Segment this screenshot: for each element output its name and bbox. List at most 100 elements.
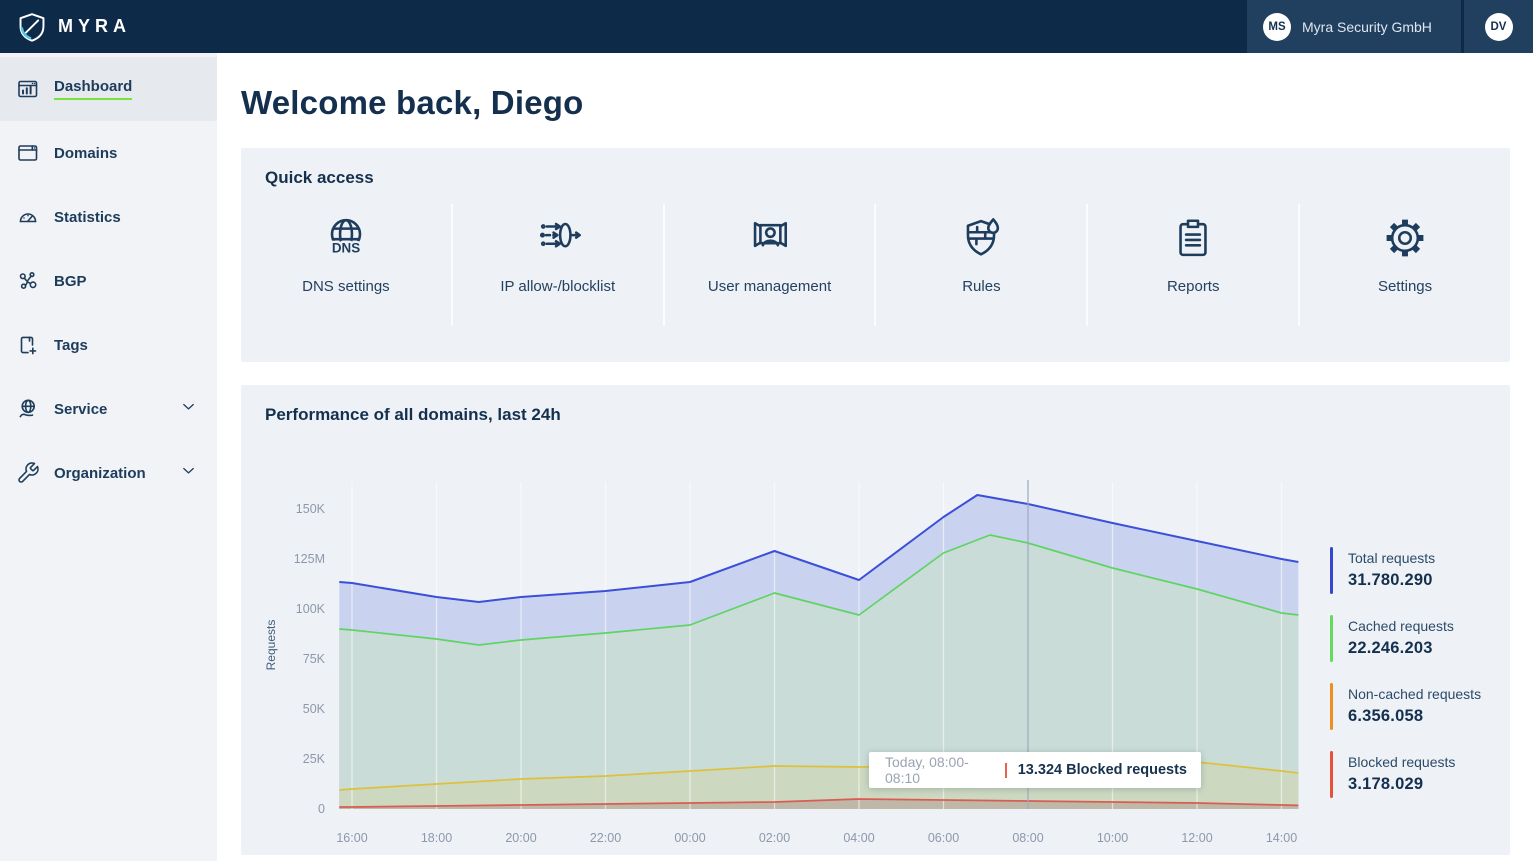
performance-card: Performance of all domains, last 24h 16:…: [241, 385, 1510, 855]
organization-avatar: MS: [1263, 12, 1291, 41]
expand-toggle[interactable]: [179, 461, 198, 485]
tooltip-divider: [1004, 762, 1007, 778]
legend-label: Cached requests: [1348, 618, 1454, 634]
chart-lines: [339, 494, 1299, 808]
sidebar-item-organization[interactable]: Organization: [0, 441, 217, 505]
tooltip-value: 13.324 Blocked requests: [1017, 762, 1187, 778]
legend-value: 22.246.203: [1348, 639, 1433, 657]
y-tick-label: 150K: [296, 502, 326, 516]
legend-label: Blocked requests: [1348, 754, 1456, 770]
chevron-down-icon: [183, 403, 194, 410]
quick-access-settings[interactable]: Settings: [1300, 204, 1510, 326]
quick-access-label: Rules: [962, 278, 1001, 295]
y-tick-label: 25K: [303, 752, 326, 766]
quick-access-title: Quick access: [265, 168, 374, 187]
tags-icon: [20, 336, 37, 355]
line-cached-requests: [339, 534, 1299, 646]
legend-color-bar: [1330, 615, 1333, 662]
legend-value: 31.780.290: [1348, 571, 1433, 589]
chart-axes: 16:00 18:00 20:00 22:00 00:00 02:00 04:00 06:00…: [264, 502, 1297, 845]
sidebar-item-dashboard[interactable]: Dashboard: [0, 57, 217, 121]
dns-icon: DNS: [329, 218, 362, 258]
quick-access-row: DNS DNS settings IP allow-/blocklist User m…: [241, 204, 1510, 326]
x-tick-label: 10:00: [1097, 831, 1128, 845]
organization-switcher[interactable]: MS Myra Security GmbH: [1247, 0, 1461, 53]
reports-icon: [1179, 219, 1207, 257]
quick-access-user-management[interactable]: User management: [665, 204, 877, 326]
organization-name: Myra Security GmbH: [1302, 18, 1432, 35]
brand[interactable]: MYRA: [0, 0, 131, 53]
service-icon: [19, 399, 35, 418]
user-menu[interactable]: DV: [1464, 0, 1533, 53]
quick-access-reports[interactable]: Reports: [1088, 204, 1301, 326]
user-avatar: DV: [1484, 12, 1513, 41]
y-tick-label: 0: [318, 802, 325, 816]
y-tick-label: 100K: [296, 602, 326, 616]
quick-access-rules[interactable]: Rules: [876, 204, 1089, 326]
myra-logo-icon: [19, 12, 45, 42]
x-tick-label: 12:00: [1181, 831, 1212, 845]
x-tick-label: 16:00: [336, 831, 367, 845]
organization-icon: [18, 462, 39, 483]
legend-label: Non-cached requests: [1348, 686, 1482, 702]
user-management-icon: [753, 221, 787, 248]
sidebar-item-label: Domains: [54, 144, 118, 162]
quick-access-label: User management: [707, 278, 832, 295]
quick-access-label: DNS settings: [302, 278, 390, 295]
main-content: Welcome back, Diego Quick access DNS DNS …: [217, 53, 1533, 861]
line-total-requests: [339, 494, 1299, 603]
legend-color-bar: [1330, 751, 1333, 798]
sidebar: Dashboard Domains Statistics BGP Tags Service…: [0, 53, 217, 861]
sidebar-item-label: Statistics: [54, 208, 121, 226]
chevron-down-icon: [183, 467, 194, 474]
topbar: MYRA MS Myra Security GmbH DV: [0, 0, 1533, 53]
y-axis-title: Requests: [264, 620, 278, 671]
x-tick-label: 06:00: [928, 831, 959, 845]
sidebar-item-bgp[interactable]: BGP: [0, 249, 217, 313]
settings-icon: [1386, 219, 1424, 257]
brand-name: MYRA: [58, 16, 131, 36]
y-tick-label: 125M: [294, 552, 325, 566]
quick-access-icon-box: [747, 204, 793, 272]
legend-item-non-cached-requests: Non-cached requests 6.356.058: [1330, 683, 1481, 730]
sidebar-item-label: Service: [54, 400, 108, 418]
legend-item-total-requests: Total requests 31.780.290: [1330, 547, 1481, 594]
quick-access-label: Reports: [1166, 278, 1220, 295]
svg-text:DNS: DNS: [332, 241, 360, 256]
x-tick-label: 02:00: [759, 831, 790, 845]
performance-title: Performance of all domains, last 24h: [265, 405, 561, 424]
legend-item-cached-requests: Cached requests 22.246.203: [1330, 615, 1481, 662]
page-title: Welcome back, Diego: [241, 84, 584, 121]
x-tick-label: 20:00: [505, 831, 536, 845]
sidebar-item-domains[interactable]: Domains: [0, 121, 217, 185]
quick-access-icon-box: [1170, 204, 1216, 272]
legend-value: 6.356.058: [1348, 707, 1424, 725]
sidebar-item-service[interactable]: Service: [0, 377, 217, 441]
sidebar-item-tags[interactable]: Tags: [0, 313, 217, 377]
legend-label: Total requests: [1348, 550, 1436, 566]
quick-access-dns-settings[interactable]: DNS DNS settings: [241, 204, 453, 326]
quick-access-icon-box: DNS: [323, 204, 369, 272]
legend-item-blocked-requests: Blocked requests 3.178.029: [1330, 751, 1481, 798]
x-tick-label: 00:00: [674, 831, 705, 845]
expand-toggle[interactable]: [179, 397, 198, 421]
quick-access-icon-box: [535, 204, 581, 272]
topbar-spacer: [131, 0, 1247, 53]
tooltip-time: Today, 08:00-08:10: [885, 754, 969, 786]
legend-value: 3.178.029: [1348, 775, 1424, 793]
dashboard-icon: [18, 80, 38, 98]
y-tick-label: 75K: [303, 652, 326, 666]
quick-access-card: Quick access DNS DNS settings IP allow-/bl…: [241, 148, 1510, 362]
x-tick-label: 22:00: [590, 831, 621, 845]
quick-access-label: Settings: [1377, 278, 1433, 295]
sidebar-item-label: Organization: [54, 464, 146, 482]
sidebar-item-statistics[interactable]: Statistics: [0, 185, 217, 249]
rules-icon: [967, 218, 1000, 256]
area-cached-requests: [339, 535, 1299, 809]
quick-access-ip-allow-blocklist[interactable]: IP allow-/blocklist: [453, 204, 665, 326]
chart-legend: Total requests 31.780.290 Cached requests 2…: [1330, 547, 1481, 798]
chart-tooltip: Today, 08:00-08:10 13.324 Blocked reques…: [869, 752, 1201, 788]
quick-access-icon-box: [1382, 204, 1428, 272]
quick-access-label: IP allow-/blocklist: [500, 278, 616, 295]
sidebar-item-label: Dashboard: [54, 78, 133, 100]
